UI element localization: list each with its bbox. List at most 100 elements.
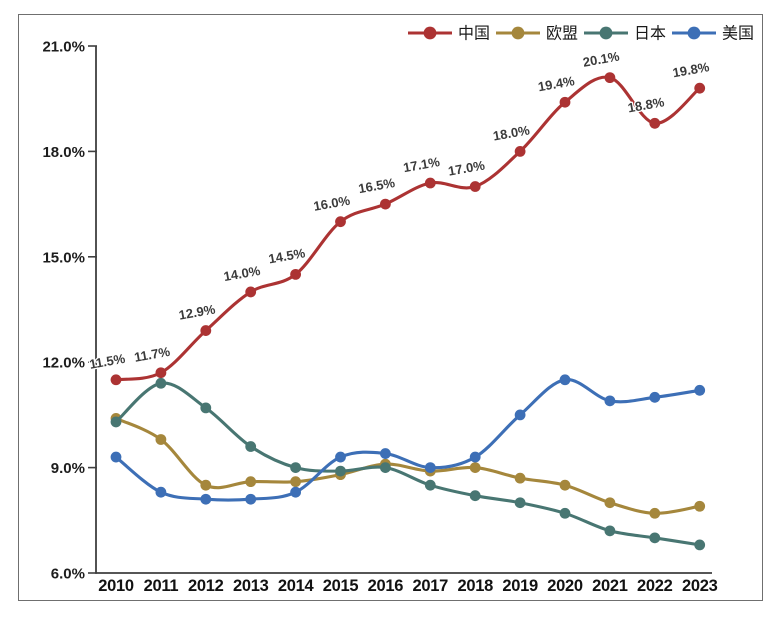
data-point-japan	[559, 507, 571, 519]
legend-label-japan: 日本	[634, 25, 666, 43]
legend-marker-dot-usa	[687, 26, 701, 40]
data-point-eu	[155, 434, 167, 445]
x-tick-label: 2020	[547, 577, 583, 595]
y-tick-label: 9.0%	[51, 460, 85, 477]
data-point-usa	[424, 462, 436, 474]
data-point-usa	[335, 451, 346, 463]
x-tick-label: 2019	[502, 577, 538, 595]
data-point-usa	[469, 451, 481, 463]
data-point-usa	[559, 374, 571, 386]
point-label-china: 12.9%	[178, 301, 217, 322]
legend-item-eu: 欧盟	[496, 25, 578, 43]
legend-marker-dot-china	[423, 26, 437, 40]
data-point-eu	[559, 479, 571, 491]
legend: 中国 欧盟 日本 美国	[408, 25, 754, 43]
data-point-japan	[155, 377, 167, 389]
point-label-china: 17.0%	[447, 157, 486, 178]
x-tick-label: 2015	[323, 577, 359, 595]
data-point-china	[155, 367, 167, 379]
data-point-usa	[290, 486, 301, 498]
data-point-usa	[694, 384, 706, 396]
x-tick-label: 2016	[368, 577, 404, 595]
x-tick-label: 2011	[144, 577, 179, 595]
data-point-japan	[290, 462, 301, 474]
data-point-eu	[290, 476, 301, 488]
point-label-china: 18.0%	[492, 122, 531, 143]
data-point-japan	[649, 532, 661, 544]
x-tick-label: 2013	[233, 577, 269, 595]
legend-item-usa: 美国	[672, 25, 754, 43]
point-label-china: 16.0%	[312, 193, 351, 214]
x-tick-label: 2010	[98, 577, 134, 595]
data-point-china	[245, 286, 257, 298]
x-tick-label: 2017	[413, 577, 449, 595]
y-tick-label: 21.0%	[42, 39, 85, 56]
point-label-china: 17.1%	[402, 154, 441, 175]
data-point-usa	[245, 493, 257, 505]
data-point-china	[110, 374, 122, 386]
data-point-china	[469, 181, 481, 192]
data-point-japan	[694, 539, 706, 551]
point-label-china: 18.8%	[627, 94, 666, 115]
point-label-china: 14.5%	[267, 245, 306, 266]
data-point-china	[335, 216, 346, 228]
point-label-china: 19.8%	[671, 59, 710, 80]
x-tick-label: 2018	[457, 577, 493, 595]
data-point-usa	[380, 448, 391, 459]
y-tick-label: 15.0%	[42, 249, 85, 266]
y-tick-label: 18.0%	[42, 144, 85, 161]
data-point-usa	[604, 395, 616, 407]
data-point-china	[604, 72, 616, 84]
data-point-eu	[245, 476, 257, 488]
data-point-china	[694, 82, 706, 94]
data-point-eu	[604, 497, 616, 509]
legend-marker-dot-eu	[511, 26, 525, 40]
legend-label-usa: 美国	[722, 25, 754, 43]
point-label-china: 16.5%	[357, 175, 396, 196]
data-point-eu	[469, 462, 481, 474]
point-label-china: 14.0%	[222, 263, 261, 284]
data-point-japan	[424, 479, 436, 491]
data-point-japan	[110, 416, 122, 428]
point-label-china: 19.4%	[537, 73, 576, 94]
legend-label-eu: 欧盟	[546, 25, 578, 43]
data-point-japan	[245, 441, 257, 452]
data-point-usa	[649, 391, 661, 403]
x-tick-label: 2012	[188, 577, 224, 595]
data-point-china	[290, 268, 301, 280]
data-point-eu	[694, 500, 706, 512]
data-point-china	[649, 117, 661, 129]
y-tick-label: 12.0%	[42, 355, 85, 372]
data-point-japan	[335, 465, 346, 477]
data-point-japan	[380, 462, 391, 474]
x-tick-label: 2022	[637, 577, 673, 595]
data-point-japan	[604, 525, 616, 537]
data-point-eu	[200, 479, 212, 491]
data-point-eu	[514, 472, 526, 484]
data-point-japan	[200, 402, 212, 414]
legend-item-japan: 日本	[584, 25, 666, 43]
point-label-china: 11.5%	[88, 351, 127, 372]
data-point-usa	[110, 451, 122, 463]
x-tick-label: 2023	[682, 577, 718, 595]
data-point-japan	[514, 497, 526, 509]
x-tick-label: 2014	[278, 577, 315, 595]
data-point-eu	[649, 507, 661, 519]
data-point-china	[424, 177, 436, 189]
data-point-china	[559, 96, 571, 108]
legend-item-china: 中国	[408, 25, 490, 43]
data-point-china	[514, 146, 526, 157]
point-label-china: 11.7%	[133, 344, 172, 365]
data-point-usa	[200, 493, 212, 505]
point-label-china: 20.1%	[582, 49, 621, 70]
data-point-china	[200, 325, 212, 336]
legend-label-china: 中国	[458, 25, 490, 43]
legend-marker-dot-japan	[599, 26, 613, 40]
y-tick-label: 6.0%	[51, 566, 85, 583]
x-tick-label: 2021	[592, 577, 628, 595]
data-point-japan	[469, 490, 481, 502]
data-point-china	[380, 198, 391, 210]
data-point-usa	[155, 486, 167, 498]
